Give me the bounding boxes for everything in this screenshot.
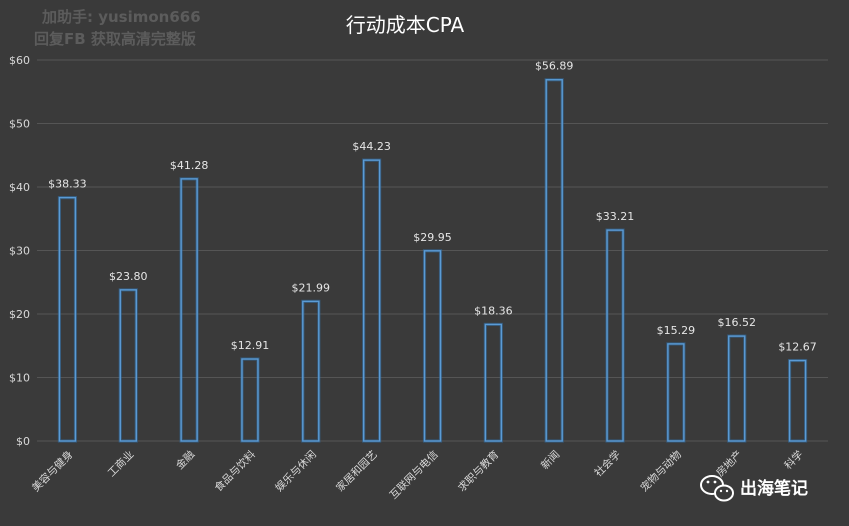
brand-name: 出海笔记	[740, 478, 808, 499]
x-tick-label: 新闻	[538, 448, 562, 472]
data-label: $18.36	[474, 304, 513, 317]
chart-title: 行动成本CPA	[346, 13, 465, 37]
x-tick-label: 求职与教育	[455, 448, 501, 494]
bar-glow	[301, 299, 321, 443]
bar	[788, 359, 807, 442]
x-tick-label: 家居和园艺	[333, 448, 379, 494]
bar	[423, 250, 442, 442]
x-tick-label: 互联网与电信	[387, 448, 441, 502]
x-tick-label: 房地产	[713, 448, 744, 479]
y-tick-label: $10	[9, 372, 30, 385]
bar-glow	[240, 357, 260, 443]
x-tick-label: 娱乐与休闲	[273, 448, 319, 494]
data-label: $29.95	[413, 231, 452, 244]
bar	[180, 178, 198, 442]
bar-glow	[362, 158, 382, 443]
x-tick-label: 金融	[173, 448, 197, 472]
bar-glow	[727, 334, 747, 443]
bar	[58, 196, 77, 442]
grid-lines	[37, 59, 828, 442]
y-tick-label: $20	[9, 308, 30, 321]
bar	[119, 289, 137, 442]
x-tick-label: 社会学	[592, 448, 623, 479]
data-label: $56.89	[535, 60, 574, 73]
y-axis-ticks: $0 $10 $20 $30 $40 $50 $60	[9, 54, 30, 448]
bar-glow	[179, 177, 199, 443]
bar	[606, 229, 624, 442]
bar	[728, 335, 746, 442]
bar-glow	[605, 228, 625, 443]
x-tick-label: 食品与饮料	[212, 448, 259, 495]
data-label: $44.23	[352, 140, 391, 153]
x-axis-ticks: 美容与健身 工商业 金融 食品与饮料 娱乐与休闲 家居和园艺 互联网与电信 求职与教育 新闻 社会…	[29, 448, 805, 502]
data-label: $23.80	[109, 270, 148, 283]
bar-glow	[787, 358, 808, 443]
wechat-icon	[700, 475, 734, 502]
watermark-line-1: 加助手: yusimon666	[41, 8, 201, 26]
bar-glow	[666, 342, 686, 443]
bar	[362, 159, 381, 442]
bar	[484, 323, 503, 442]
data-labels: $38.33 $23.80 $41.28 $12.91 $21.99 $44.23 $29.…	[48, 60, 817, 354]
y-tick-label: $60	[9, 54, 30, 67]
bar	[667, 343, 685, 442]
y-tick-label: $50	[9, 118, 30, 131]
x-tick-label: 工商业	[105, 448, 136, 479]
watermark-line-2: 回复FB 获取高清完整版	[34, 30, 196, 48]
bars	[57, 78, 808, 443]
data-label: $38.33	[48, 178, 87, 191]
data-label: $21.99	[292, 281, 331, 294]
y-tick-label: $30	[9, 245, 30, 258]
bar	[302, 300, 320, 442]
bar	[241, 358, 259, 442]
bar-glow	[544, 78, 564, 443]
bar	[545, 79, 563, 442]
data-label: $41.28	[170, 159, 209, 172]
x-tick-label: 美容与健身	[29, 448, 75, 494]
bar-glow	[422, 249, 443, 443]
bar-glow	[57, 196, 78, 443]
x-tick-label: 科学	[782, 448, 806, 472]
data-label: $16.52	[717, 316, 756, 329]
brand-badge: 出海笔记	[700, 475, 808, 502]
data-label: $15.29	[657, 324, 696, 337]
data-label: $33.21	[596, 210, 635, 223]
bar-glow	[118, 288, 138, 443]
y-tick-label: $40	[9, 181, 30, 194]
y-tick-label: $0	[16, 435, 30, 448]
bar-glow	[483, 322, 503, 443]
data-label: $12.91	[231, 339, 270, 352]
x-tick-label: 宠物与动物	[638, 448, 684, 494]
data-label: $12.67	[778, 341, 817, 354]
